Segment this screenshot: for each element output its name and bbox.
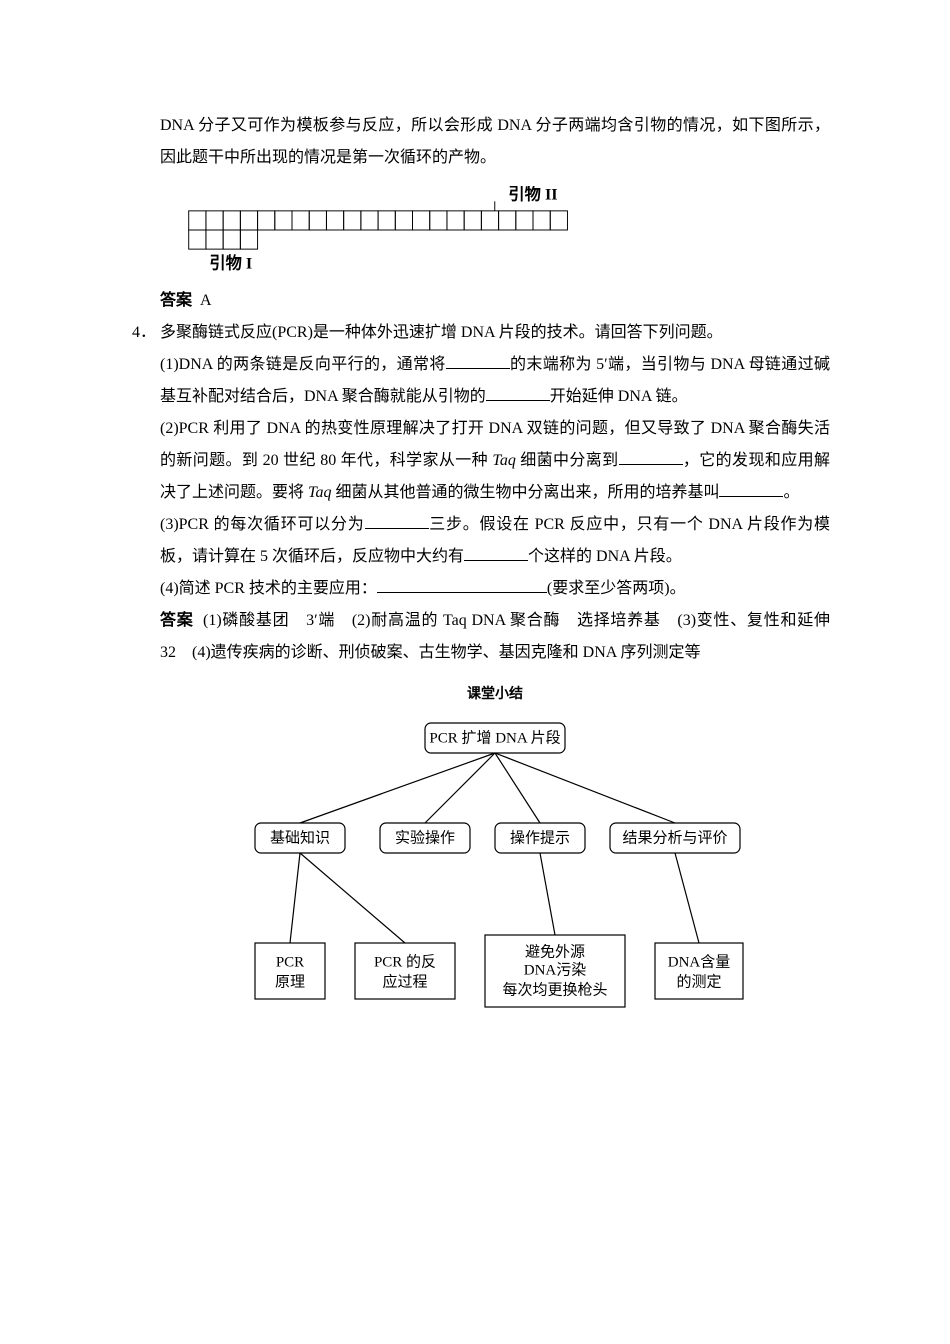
primer-diagram: 引物 II 引物 I — [160, 186, 600, 272]
taq-italic-2: Taq — [308, 484, 331, 501]
q4-sub2: (2)PCR 利用了 DNA 的热变性原理解决了打开 DNA 双链的问题，但又导… — [160, 413, 830, 509]
q4-answer: 答案 (1)磷酸基团 3′端 (2)耐高温的 Taq DNA 聚合酶 选择培养基… — [160, 605, 830, 669]
svg-text:应过程: 应过程 — [382, 973, 427, 991]
intro-paragraph: DNA 分子又可作为模板参与反应，所以会形成 DNA 分子两端均含引物的情况，如… — [160, 110, 830, 174]
blank-7 — [377, 576, 547, 593]
svg-text:PCR: PCR — [276, 955, 304, 971]
blank-6 — [464, 544, 528, 561]
answer-line-1: 答案 A — [160, 285, 830, 317]
svg-text:PCR 扩增 DNA 片段: PCR 扩增 DNA 片段 — [429, 730, 560, 747]
svg-text:DNA含量: DNA含量 — [668, 954, 731, 971]
blank-3 — [619, 448, 683, 465]
answer-value: A — [200, 292, 212, 309]
primer-1-label: 引物 I — [209, 253, 252, 272]
svg-text:每次均更换枪头: 每次均更换枪头 — [502, 982, 607, 999]
q4-sub1-c: 开始延伸 DNA 链。 — [550, 388, 688, 405]
primer-2-label: 引物 II — [508, 186, 557, 203]
svg-text:原理: 原理 — [275, 975, 305, 991]
answer-label: 答案 — [160, 292, 192, 309]
svg-text:实验操作: 实验操作 — [395, 830, 455, 847]
blank-2 — [486, 384, 550, 401]
q4-answer-text: (1)磷酸基团 3′端 (2)耐高温的 Taq DNA 聚合酶 选择培养基 (3… — [160, 612, 846, 661]
q4-stem: 4．多聚酶链式反应(PCR)是一种体外迅速扩增 DNA 片段的技术。请回答下列问… — [132, 317, 830, 349]
q4-sub2-b: 细菌中分离到 — [516, 452, 619, 469]
svg-text:DNA污染: DNA污染 — [524, 962, 587, 979]
concept-map: PCR 扩增 DNA 片段基础知识 实验操作 操作提示 结果分析与评价 PCR 原理 PCR… — [215, 713, 775, 1043]
q4-sub1: (1)DNA 的两条链是反向平行的，通常将的末端称为 5′端，当引物与 DNA … — [160, 349, 830, 413]
svg-text:的测定: 的测定 — [676, 974, 721, 991]
svg-text:结果分析与评价: 结果分析与评价 — [622, 830, 727, 847]
blank-1 — [446, 352, 510, 369]
primer-grid — [189, 201, 568, 249]
summary-title: 课堂小结 — [160, 683, 830, 703]
q4-sub4-a: (4)简述 PCR 技术的主要应用： — [160, 580, 377, 597]
blank-4 — [719, 480, 783, 497]
q4-sub3-a: (3)PCR 的每次循环可以分为 — [160, 516, 365, 533]
svg-text:基础知识: 基础知识 — [270, 830, 330, 847]
q4-stem-text: 多聚酶链式反应(PCR)是一种体外迅速扩增 DNA 片段的技术。请回答下列问题。 — [160, 324, 723, 341]
q4-sub4: (4)简述 PCR 技术的主要应用： (要求至少答两项)。 — [160, 573, 830, 605]
q4-sub3: (3)PCR 的每次循环可以分为三步。假设在 PCR 反应中，只有一个 DNA … — [160, 509, 830, 573]
taq-italic-1: Taq — [492, 452, 515, 469]
q4-sub2-d: 细菌从其他普通的微生物中分离出来，所用的培养基叫 — [331, 484, 719, 501]
svg-text:操作提示: 操作提示 — [510, 830, 570, 847]
blank-5 — [365, 512, 429, 529]
svg-text:避免外源: 避免外源 — [525, 944, 585, 961]
svg-text:PCR 的反: PCR 的反 — [374, 954, 436, 971]
q4-sub3-c: 个这样的 DNA 片段。 — [528, 548, 682, 565]
q4-sub1-a: (1)DNA 的两条链是反向平行的，通常将 — [160, 356, 446, 373]
q4-answer-label: 答案 — [160, 612, 194, 629]
q4-sub2-e: 。 — [783, 484, 799, 501]
q4-number: 4． — [132, 317, 160, 349]
q4-sub4-b: (要求至少答两项)。 — [547, 580, 686, 597]
